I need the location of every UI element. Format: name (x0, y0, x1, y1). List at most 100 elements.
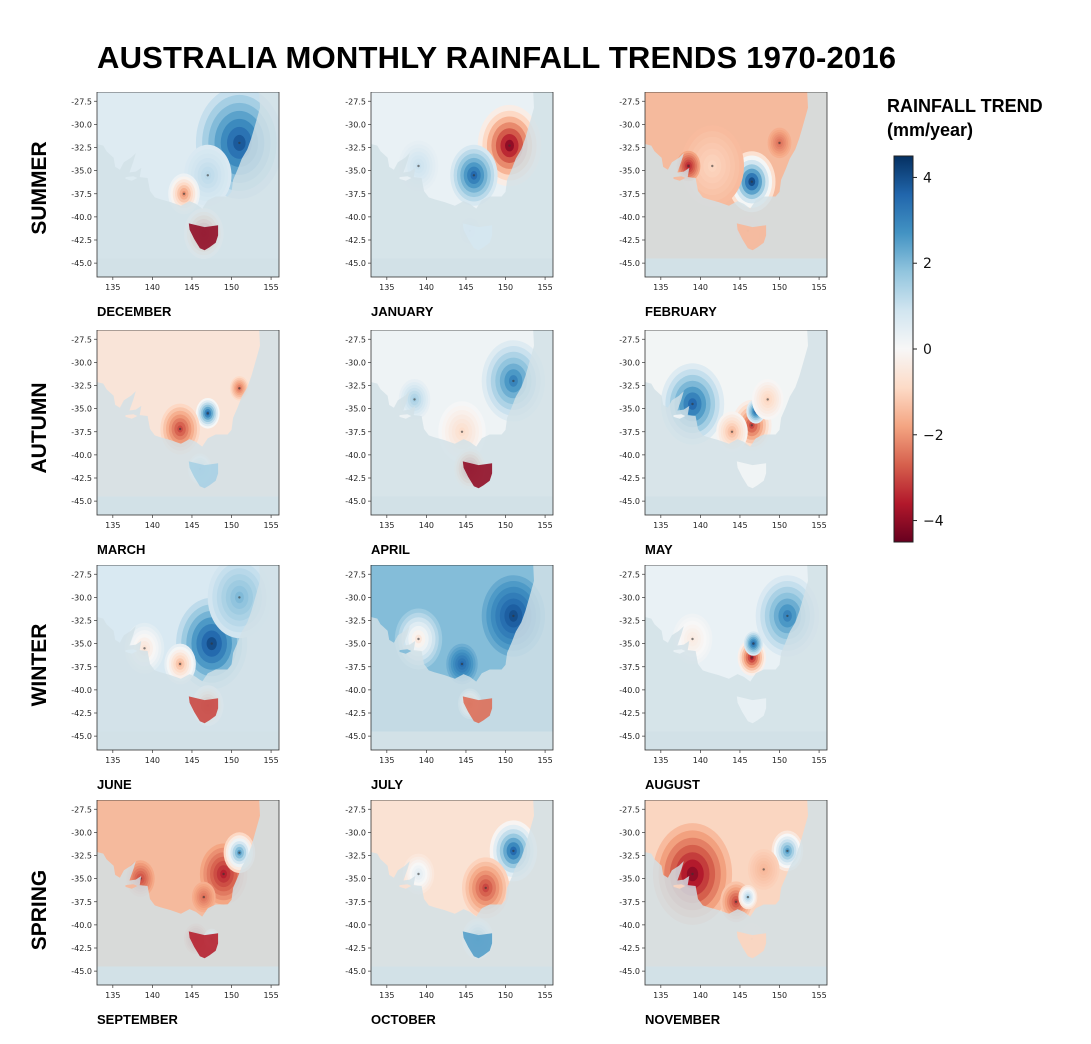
colorbar-tick-label: 0 (923, 342, 932, 358)
y-tick-label: -40.0 (619, 686, 640, 695)
station-marker (687, 164, 690, 168)
y-tick-label: -32.5 (345, 852, 366, 861)
kangaroo-island (399, 884, 412, 889)
x-tick-label: 145 (458, 991, 473, 1000)
month-label: DECEMBER (97, 304, 172, 319)
station-marker (512, 614, 515, 618)
x-tick-label: 155 (811, 756, 826, 765)
y-tick-label: -35.0 (71, 640, 92, 649)
y-tick-label: -40.0 (71, 921, 92, 930)
ocean-mask (371, 92, 553, 277)
map-frame (96, 800, 280, 986)
rainfall-map: -27.5 -30.0 -32.5 -35.0 -37.5 -40.0 -42.5 -45.0… (619, 330, 828, 530)
station-marker (484, 886, 487, 890)
kangaroo-island (399, 649, 412, 654)
y-tick-label: -32.5 (345, 144, 366, 153)
station-marker (460, 430, 464, 433)
x-tick-label: 140 (145, 521, 160, 530)
station-marker (512, 849, 515, 853)
y-tick-label: -37.5 (71, 898, 92, 907)
y-tick-label: -27.5 (71, 570, 92, 579)
kangaroo-island (399, 414, 412, 419)
map-frame (96, 330, 280, 516)
colorbar-gradient (893, 155, 914, 543)
tasmania (462, 461, 493, 489)
ocean-mask (97, 92, 279, 277)
y-tick-label: -30.0 (71, 120, 92, 129)
y-tick-label: -37.5 (619, 898, 640, 907)
y-tick-label: -37.5 (345, 190, 366, 199)
ocean-mask (371, 330, 553, 515)
tasmania (736, 223, 767, 251)
station-marker (512, 379, 515, 383)
y-tick-label: -32.5 (345, 382, 366, 391)
rainfall-map: -27.5 -30.0 -32.5 -35.0 -37.5 -40.0 -42.5 -45.0… (71, 800, 280, 1000)
station-marker (178, 662, 182, 666)
x-tick-label: 150 (772, 756, 787, 765)
rainfall-map: -27.5 -30.0 -32.5 -35.0 -37.5 -40.0 -42.5 -45.0… (345, 565, 554, 765)
map-frame (96, 565, 280, 751)
y-tick-label: -40.0 (619, 921, 640, 930)
y-tick-label: -37.5 (71, 190, 92, 199)
x-tick-label: 140 (693, 991, 708, 1000)
station-marker (222, 872, 225, 876)
tasmania (736, 696, 767, 724)
month-label: NOVEMBER (645, 1012, 721, 1027)
kangaroo-island (125, 649, 138, 654)
y-tick-label: -45.0 (71, 497, 92, 506)
kangaroo-island (125, 414, 138, 419)
y-tick-label: -35.0 (619, 875, 640, 884)
y-tick-label: -30.0 (345, 593, 366, 602)
x-tick-label: 150 (498, 283, 513, 292)
x-tick-label: 155 (263, 283, 278, 292)
tasmania (736, 461, 767, 489)
y-tick-label: -27.5 (345, 805, 366, 814)
kangaroo-island (399, 176, 412, 181)
y-tick-label: -32.5 (71, 617, 92, 626)
station-marker (202, 895, 205, 899)
y-tick-label: -40.0 (345, 213, 366, 222)
y-tick-label: -32.5 (619, 617, 640, 626)
station-marker (752, 642, 755, 645)
station-marker (417, 637, 420, 641)
map-frame (370, 565, 554, 751)
station-marker (178, 427, 182, 431)
x-tick-label: 140 (419, 283, 434, 292)
rainfall-map: -27.5 -30.0 -32.5 -35.0 -37.5 -40.0 -42.5 -45.0… (619, 800, 828, 1000)
tasmania (736, 931, 767, 959)
y-tick-label: -35.0 (71, 875, 92, 884)
ocean-mask (371, 565, 553, 750)
y-tick-label: -27.5 (619, 570, 640, 579)
map-frame (96, 92, 280, 278)
month-label: AUGUST (645, 777, 700, 792)
month-label: JANUARY (371, 304, 434, 319)
y-tick-label: -45.0 (619, 967, 640, 976)
map-frame (370, 330, 554, 516)
kangaroo-island (673, 884, 686, 889)
x-tick-label: 155 (263, 521, 278, 530)
y-tick-label: -30.0 (345, 358, 366, 367)
tasmania (188, 223, 219, 251)
y-tick-label: -42.5 (71, 944, 92, 953)
y-tick-label: -45.0 (345, 967, 366, 976)
x-tick-label: 140 (145, 283, 160, 292)
y-tick-label: -32.5 (619, 382, 640, 391)
y-tick-label: -40.0 (345, 921, 366, 930)
station-marker (238, 141, 241, 145)
colorbar-tick-label: −4 (923, 514, 944, 530)
y-tick-label: -40.0 (345, 686, 366, 695)
y-tick-label: -42.5 (71, 236, 92, 245)
kangaroo-island (673, 414, 686, 419)
x-tick-label: 155 (537, 991, 552, 1000)
x-tick-label: 145 (458, 521, 473, 530)
y-tick-label: -27.5 (619, 805, 640, 814)
station-marker (417, 872, 420, 876)
station-marker (238, 851, 241, 854)
x-tick-label: 135 (653, 283, 668, 292)
y-tick-label: -35.0 (71, 167, 92, 176)
y-tick-label: -30.0 (71, 358, 92, 367)
x-tick-label: 145 (732, 756, 747, 765)
y-tick-label: -40.0 (71, 451, 92, 460)
y-tick-label: -45.0 (345, 497, 366, 506)
y-tick-label: -30.0 (619, 593, 640, 602)
